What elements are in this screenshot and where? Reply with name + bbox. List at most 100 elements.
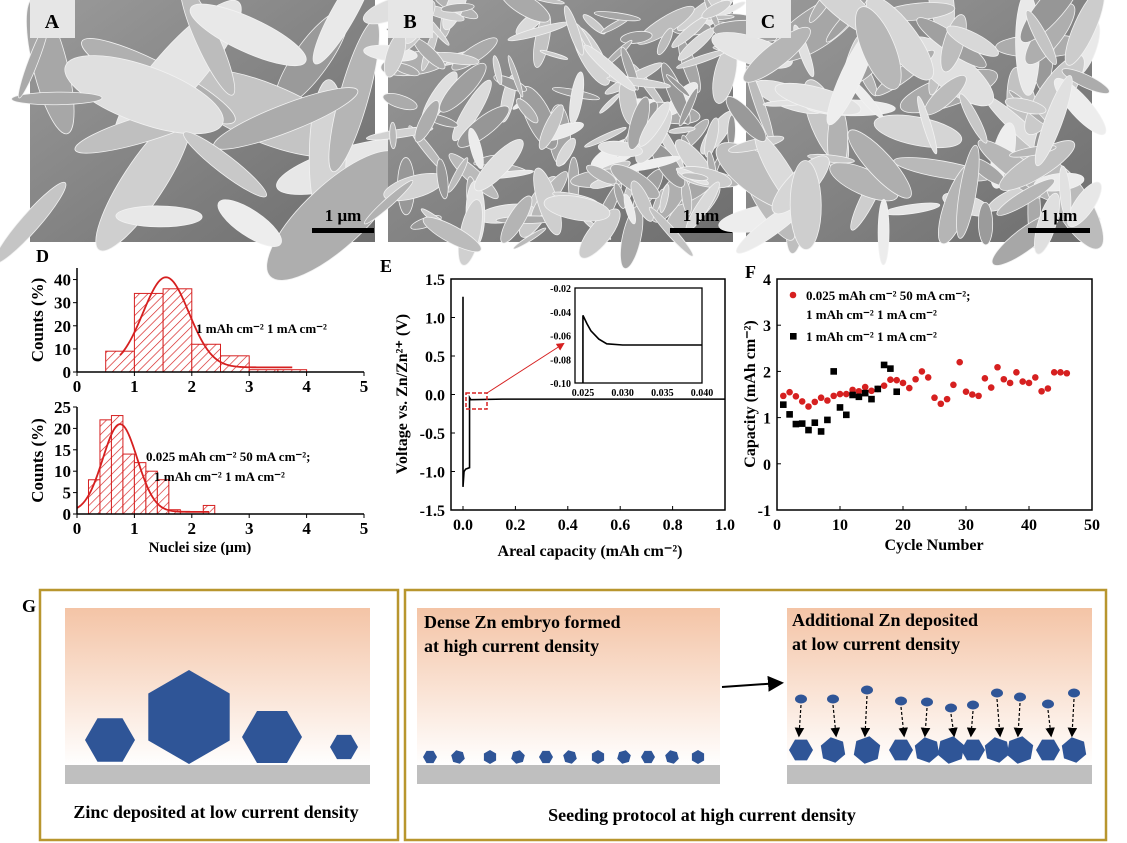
zinc-flake bbox=[978, 202, 994, 246]
y-tick-label: -0.5 bbox=[420, 426, 445, 443]
inset-voltage-line bbox=[582, 314, 702, 383]
left-caption: Zinc deposited at low current density bbox=[73, 802, 358, 822]
zinc-nucleus bbox=[853, 736, 881, 764]
y-tick-label: 0 bbox=[63, 363, 72, 382]
right-text-1: Additional Zn deposited bbox=[792, 610, 978, 630]
substrate bbox=[787, 765, 1092, 784]
inset-frame bbox=[574, 287, 703, 384]
panel-label-d: D bbox=[36, 246, 49, 266]
x-tick-label: 4 bbox=[302, 519, 311, 538]
electrolyte bbox=[787, 608, 1092, 766]
zinc-flake bbox=[447, 157, 469, 193]
plot-frame bbox=[776, 278, 1093, 511]
y-tick-label: 40 bbox=[54, 271, 71, 290]
panel-label-c: C bbox=[761, 11, 775, 33]
panel-label-b: B bbox=[403, 11, 416, 33]
zinc-flake bbox=[440, 3, 475, 13]
inset-x-tick-label: 0.040 bbox=[691, 388, 714, 399]
zinc-flake bbox=[659, 184, 670, 213]
data-point-red bbox=[1000, 375, 1008, 383]
zinc-flake bbox=[389, 121, 397, 150]
y-tick-label: 1.0 bbox=[425, 311, 445, 328]
left-frame bbox=[38, 588, 400, 842]
inset-y-tick-label: -0.02 bbox=[550, 284, 571, 295]
data-point-black bbox=[874, 385, 882, 393]
x-tick-label: 3 bbox=[245, 377, 254, 396]
zinc-flake bbox=[312, 0, 375, 65]
data-point-red bbox=[1044, 385, 1052, 392]
zinc-ion bbox=[895, 696, 907, 706]
zinc-ion bbox=[967, 700, 979, 710]
data-point-red bbox=[893, 376, 900, 384]
zinc-flake bbox=[681, 172, 709, 181]
x-tick-label: 0 bbox=[773, 517, 781, 534]
zinc-flake bbox=[0, 181, 67, 264]
zinc-ion bbox=[827, 694, 839, 704]
x-axis-label: Areal capacity (mAh cm⁻²) bbox=[498, 543, 683, 560]
zinc-ion bbox=[795, 694, 807, 704]
zinc-flake bbox=[665, 74, 691, 97]
data-point-red bbox=[981, 375, 989, 382]
data-point-red bbox=[912, 375, 919, 383]
gaussian-fit-line bbox=[119, 276, 293, 369]
y-tick-label: 10 bbox=[54, 462, 71, 481]
y-tick-label: 20 bbox=[54, 317, 71, 336]
zinc-ion bbox=[921, 697, 933, 707]
data-point-black bbox=[849, 391, 856, 399]
x-tick-label: 50 bbox=[1084, 517, 1100, 534]
zinc-flake bbox=[586, 164, 617, 185]
data-point-red bbox=[931, 394, 938, 402]
inset-y-tick-label: -0.06 bbox=[550, 332, 571, 343]
process-arrow bbox=[721, 675, 784, 692]
zinc-flake bbox=[613, 182, 626, 209]
deposition-arrow bbox=[994, 698, 1005, 738]
x-tick-label: 5 bbox=[360, 519, 369, 538]
zinc-flake bbox=[946, 25, 999, 57]
panel-label-a: A bbox=[45, 11, 60, 33]
sem-image-c: C 1 μm bbox=[711, 0, 1110, 266]
zinc-flake bbox=[996, 178, 1055, 216]
scale-bar bbox=[670, 228, 732, 233]
zinc-flake bbox=[638, 101, 671, 147]
zinc-nucleus bbox=[1036, 739, 1060, 761]
zinc-flake bbox=[855, 6, 902, 90]
zinc-flake bbox=[917, 95, 938, 155]
zinc-flake bbox=[678, 87, 699, 127]
zinc-flake bbox=[582, 14, 606, 35]
x-tick-label: 30 bbox=[958, 517, 974, 534]
y-axis-label: Capacity (mAh cm⁻²) bbox=[742, 320, 759, 467]
zinc-ion bbox=[1014, 692, 1026, 702]
zinc-flake bbox=[956, 144, 980, 239]
legend-marker-red bbox=[789, 291, 797, 299]
data-point-black bbox=[824, 416, 831, 424]
x-tick-label: 40 bbox=[1021, 517, 1037, 534]
data-point-red bbox=[906, 384, 913, 392]
legend-marker-black bbox=[790, 333, 797, 340]
data-point-red bbox=[880, 382, 888, 390]
zinc-nucleus bbox=[789, 739, 813, 761]
y-tick-label: -1.5 bbox=[420, 503, 445, 520]
legend-label: 1 mAh cm⁻² 1 mA cm⁻² bbox=[806, 329, 937, 344]
data-point-red bbox=[943, 395, 951, 403]
zinc-flake bbox=[847, 129, 912, 199]
voltage-chart: 0.0 0.2 0.4 0.6 0.8 1.0 -1.5 -1.0 -0.5 0.0 0.5 1.0 1… bbox=[394, 272, 735, 560]
zinc-nucleus bbox=[820, 737, 846, 763]
zinc-flake bbox=[668, 126, 696, 134]
x-tick-label: 1 bbox=[130, 377, 139, 396]
zinc-flake bbox=[569, 71, 585, 125]
y-tick-label: 3 bbox=[763, 318, 771, 335]
data-point-black bbox=[792, 420, 800, 428]
y-tick-label: 25 bbox=[54, 398, 71, 417]
zinc-flake bbox=[507, 55, 524, 98]
inset-y-tick-label: -0.08 bbox=[550, 355, 571, 366]
y-tick-label: 5 bbox=[63, 484, 72, 503]
zinc-flake bbox=[1061, 68, 1110, 94]
data-point-red bbox=[824, 397, 831, 404]
y-tick-label: 0 bbox=[63, 505, 72, 524]
zinc-flake bbox=[1034, 75, 1073, 167]
histogram-bar bbox=[99, 419, 112, 515]
substrate bbox=[417, 765, 720, 784]
zinc-flake bbox=[656, 27, 673, 56]
